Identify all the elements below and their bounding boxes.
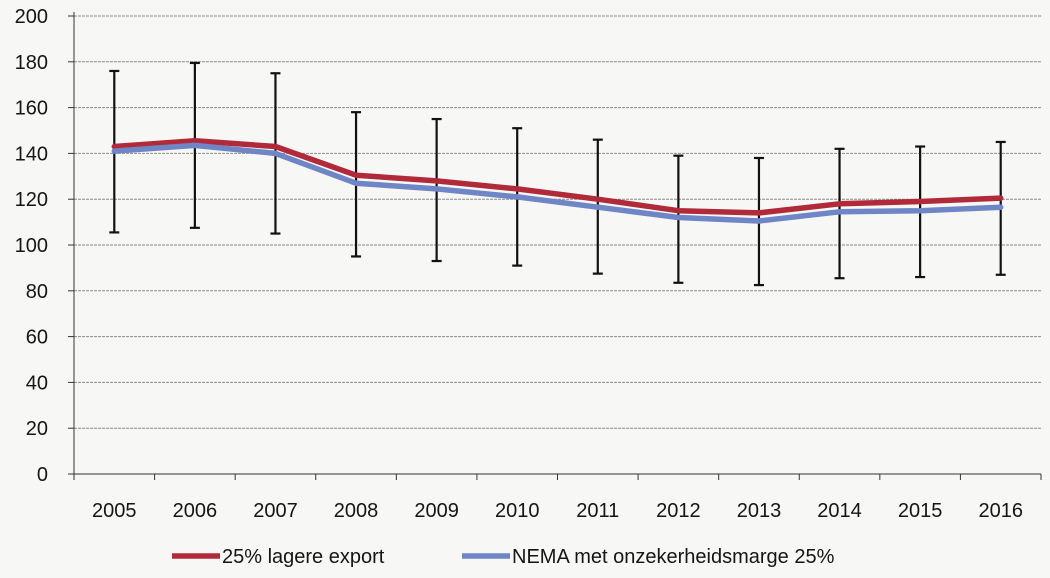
legend-item: 25% lagere export xyxy=(172,546,385,568)
series-lines xyxy=(111,138,1004,224)
y-tick-label: 120 xyxy=(15,189,48,211)
x-tick-label: 2009 xyxy=(414,500,459,522)
x-tick-label: 2005 xyxy=(92,500,137,522)
gridlines xyxy=(74,15,1041,429)
y-tick-label: 80 xyxy=(26,281,48,303)
y-tick-label: 100 xyxy=(15,235,48,257)
y-tick-label: 0 xyxy=(37,464,48,486)
legend: 25% lagere export NEMA met onzekerheidsma… xyxy=(172,546,835,568)
x-tick-label: 2016 xyxy=(978,500,1023,522)
y-tick-label: 40 xyxy=(26,372,48,394)
y-axis-ticks: 0 20 40 60 80 100 120 140 160 180 200 xyxy=(15,6,48,486)
x-tick-label: 2008 xyxy=(334,500,379,522)
y-tick-label: 60 xyxy=(26,327,48,349)
y-tick-label: 20 xyxy=(26,418,48,440)
legend-item: NEMA met onzekerheidsmarge 25% xyxy=(462,546,835,568)
x-tick-label: 2015 xyxy=(898,500,943,522)
series-line-lagere-export xyxy=(111,138,1004,216)
x-tick-label: 2007 xyxy=(253,500,298,522)
x-tick-label: 2006 xyxy=(173,500,218,522)
series-line-nema xyxy=(111,142,1004,224)
x-tick-label: 2014 xyxy=(817,500,862,522)
y-tick-label: 160 xyxy=(15,98,48,120)
x-tick-label: 2012 xyxy=(656,500,701,522)
legend-label: 25% lagere export xyxy=(222,546,385,568)
y-tick-label: 200 xyxy=(15,6,48,28)
x-tick-label: 2010 xyxy=(495,500,540,522)
x-axis-ticks: 2005 2006 2007 2008 2009 2010 2011 2012 2013 2014… xyxy=(92,500,1023,522)
y-tick-label: 140 xyxy=(15,143,48,165)
error-bars xyxy=(109,61,1006,287)
legend-label: NEMA met onzekerheidsmarge 25% xyxy=(512,546,835,568)
x-tick-label: 2011 xyxy=(576,500,619,522)
x-tick-label: 2013 xyxy=(737,500,782,522)
y-tick-label: 180 xyxy=(15,52,48,74)
axes xyxy=(68,12,1042,480)
